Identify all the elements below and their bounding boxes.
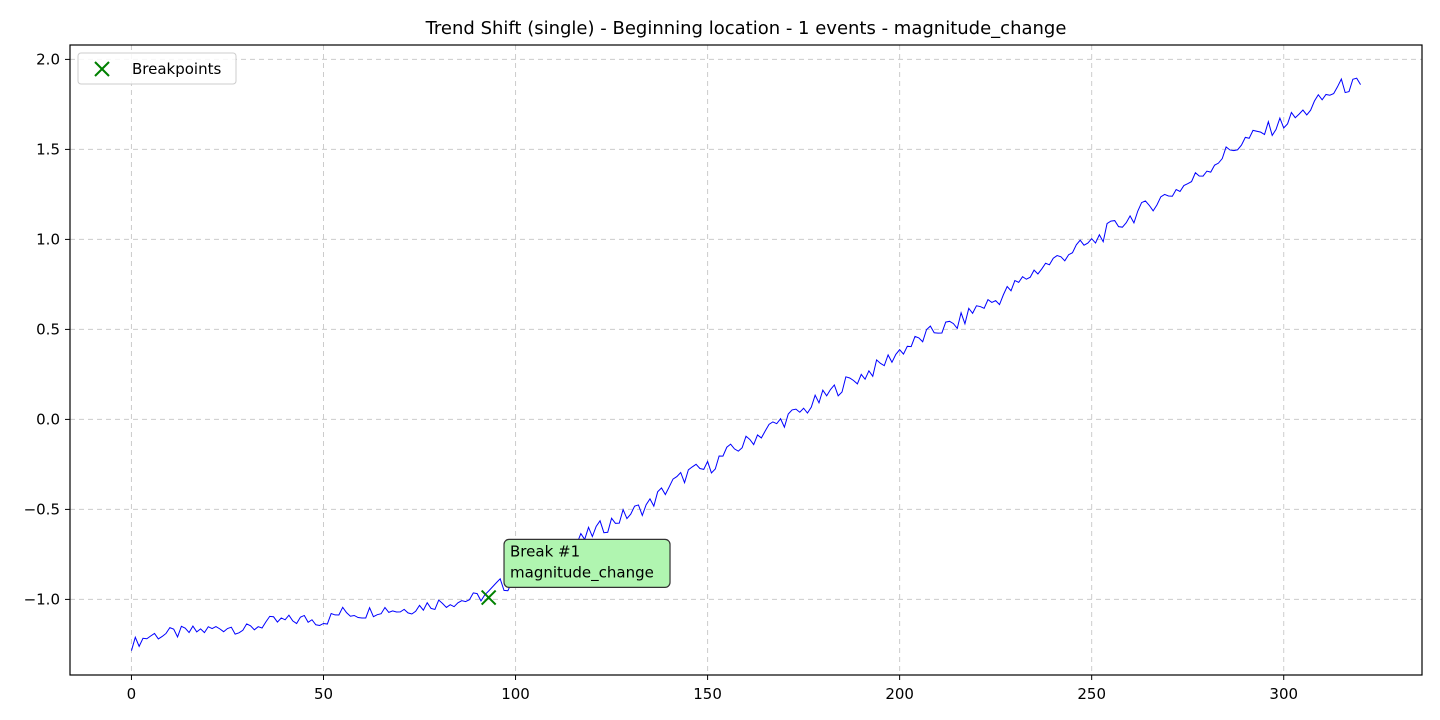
plot-frame	[69, 44, 1423, 676]
chart-title: Trend Shift (single) - Beginning locatio…	[425, 18, 1067, 39]
annotation-layer: Break #1 magnitude_change	[503, 538, 671, 589]
y-tick-label: 2.0	[36, 50, 60, 68]
y-tick-label: 0.5	[36, 320, 60, 338]
legend-x-marker	[94, 61, 110, 77]
x-tick-label: 150	[693, 685, 722, 703]
series-layer	[130, 77, 1361, 651]
x-tick-label: 250	[1077, 685, 1106, 703]
x-tick-label: 100	[501, 685, 530, 703]
y-tick-label: 1.0	[36, 230, 60, 248]
y-tick-label: −0.5	[24, 500, 60, 518]
legend-box	[77, 52, 237, 85]
breakpoint-marker	[480, 589, 497, 606]
y-tick-label: 1.5	[36, 140, 60, 158]
x-marker-stroke	[480, 589, 497, 606]
annotation-line-2: magnitude_change	[510, 563, 654, 582]
annotation-line-1: Break #1	[510, 542, 580, 560]
annotation-box	[503, 538, 671, 589]
series-line	[130, 77, 1361, 651]
y-tick-label: 0.0	[36, 410, 60, 428]
legend-breakpoint-marker	[94, 61, 110, 77]
y-tick-label: −1.0	[24, 590, 60, 608]
annotation: Break #1 magnitude_change	[503, 538, 671, 589]
breakpoints-layer	[480, 589, 497, 606]
x-tick-label: 0	[127, 685, 137, 703]
ticks: 0 50 100 150 200 250 300 −1.0 −0.5 0.0 0.5 1.0 1.5 2.…	[24, 50, 1298, 703]
x-tick-label: 200	[885, 685, 914, 703]
x-tick-label: 300	[1269, 685, 1298, 703]
legend: Breakpoints	[77, 52, 237, 85]
x-tick-label: 50	[314, 685, 333, 703]
legend-label: Breakpoints	[132, 60, 221, 78]
grid	[70, 45, 1422, 675]
x-marker-stroke	[94, 61, 110, 77]
